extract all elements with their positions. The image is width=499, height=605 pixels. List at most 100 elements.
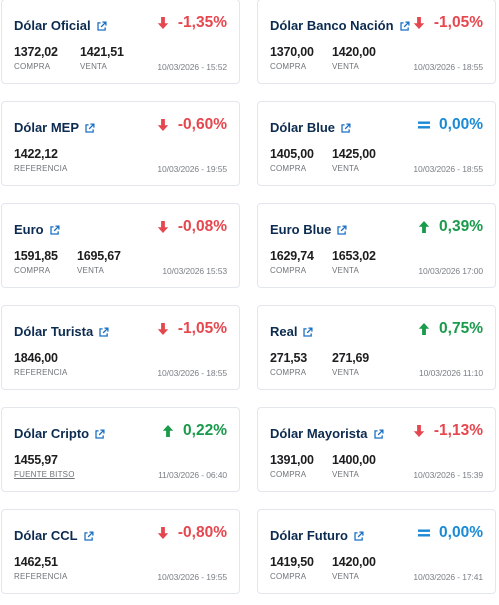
quote-title: Real [270, 324, 298, 339]
quote-card: Dólar Turista -1,05% 1846,00 REFERENCIA 10… [1, 305, 240, 390]
change-indicator: -0,08% [156, 218, 227, 236]
quote-title: Dólar MEP [14, 120, 80, 135]
quote-title-link[interactable]: Dólar MEP [14, 120, 95, 135]
timestamp: 10/03/2026 - 15:52 [157, 62, 227, 72]
quote-title-link[interactable]: Dólar Cripto [14, 426, 105, 441]
quote-label: VENTA [332, 266, 360, 275]
change-indicator: 0,00% [417, 524, 483, 542]
timestamp: 10/03/2026 - 18:55 [413, 62, 483, 72]
quote-title-link[interactable]: Euro [14, 222, 60, 237]
quote-title-link[interactable]: Dólar Turista [14, 324, 109, 339]
external-link-icon[interactable] [336, 224, 347, 235]
quote-value: 1422,12 [14, 147, 58, 161]
quote-title-link[interactable]: Dólar CCL [14, 528, 94, 543]
source-link[interactable]: FUENTE BITSO [14, 470, 75, 479]
quote-title: Dólar Oficial [14, 18, 91, 33]
quote-card: Dólar Cripto 0,22% 1455,97 FUENTE BITSO 11… [1, 407, 240, 492]
quote-title-link[interactable]: Dólar Banco Nación [270, 18, 410, 33]
timestamp: 10/03/2026 - 19:55 [157, 572, 227, 582]
quote-title-link[interactable]: Dólar Blue [270, 120, 351, 135]
quote-label: COMPRA [270, 266, 307, 275]
quote-value: 271,69 [332, 351, 370, 365]
quote-title: Dólar CCL [14, 528, 78, 543]
change-percent: -1,35% [177, 14, 227, 31]
change-indicator: -1,13% [412, 422, 483, 440]
quote-card: Dólar MEP -0,60% 1422,12 REFERENCIA 10/03/… [1, 101, 240, 186]
arrow-down-icon [156, 526, 170, 540]
quote-value: 271,53 [270, 351, 308, 365]
change-indicator: 0,39% [417, 218, 483, 236]
quote-value: 1653,02 [332, 249, 376, 263]
quote-value: 1425,00 [332, 147, 376, 161]
external-link-icon[interactable] [302, 326, 314, 337]
quote-card: Dólar Banco Nación -1,05% 1370,00 COMPRA 1… [257, 0, 496, 84]
quote-title-link[interactable]: Dólar Mayorista [270, 426, 384, 441]
arrow-down-icon [412, 16, 426, 30]
quote-value: 1591,85 [14, 249, 58, 263]
quote-card: Real 0,75% 271,53 COMPRA 271,69 VENTA 10/03/… [257, 305, 496, 390]
quote-title: Euro [14, 222, 44, 237]
quote-label: COMPRA [270, 470, 307, 479]
timestamp: 10/03/2026 - 18:55 [413, 164, 483, 174]
external-link-icon[interactable] [83, 530, 94, 541]
arrow-up-icon [417, 322, 431, 336]
quote-label: VENTA [77, 266, 105, 275]
quote-title: Euro Blue [270, 222, 332, 237]
external-link-icon[interactable] [49, 224, 60, 235]
timestamp: 10/03/2026 17:00 [418, 266, 483, 276]
quote-value: 1462,51 [14, 555, 58, 569]
arrow-down-icon [412, 424, 426, 438]
quote-value: 1629,74 [270, 249, 314, 263]
quote-title: Dólar Banco Nación [270, 18, 394, 33]
quote-value: 1455,97 [14, 453, 58, 467]
timestamp: 10/03/2026 - 18:55 [157, 368, 227, 378]
external-link-icon[interactable] [353, 530, 364, 541]
quote-value: 1419,50 [270, 555, 314, 569]
quote-value: 1695,67 [77, 249, 121, 263]
change-percent: 0,00% [439, 524, 483, 541]
quote-card: Euro -0,08% 1591,85 COMPRA 1695,67 VENTA 10/… [1, 203, 240, 288]
external-link-icon[interactable] [340, 122, 351, 133]
external-link-icon[interactable] [94, 428, 105, 439]
quote-value: 1420,00 [332, 45, 376, 59]
quote-value: 1421,51 [80, 45, 124, 59]
quote-value: 1391,00 [270, 453, 314, 467]
change-indicator: -0,60% [156, 116, 227, 134]
change-percent: -0,80% [177, 524, 227, 541]
quote-label: VENTA [332, 164, 360, 173]
external-link-icon[interactable] [96, 20, 107, 31]
timestamp: 10/03/2026 - 19:55 [157, 164, 227, 174]
quote-card: Euro Blue 0,39% 1629,74 COMPRA 1653,02 VENT… [257, 203, 496, 288]
change-indicator: -1,35% [156, 14, 227, 32]
change-indicator: -0,80% [156, 524, 227, 542]
arrow-down-icon [156, 322, 170, 336]
change-percent: -0,08% [177, 218, 227, 235]
quote-label: REFERENCIA [14, 572, 68, 581]
change-indicator: 0,22% [161, 422, 227, 440]
change-percent: 0,39% [439, 218, 483, 235]
timestamp: 10/03/2026 - 15:39 [413, 470, 483, 480]
change-percent: -1,05% [177, 320, 227, 337]
quote-label: COMPRA [270, 164, 307, 173]
quote-title-link[interactable]: Dólar Futuro [270, 528, 364, 543]
change-indicator: 0,00% [417, 116, 483, 134]
quote-title-link[interactable]: Euro Blue [270, 222, 347, 237]
quote-label: COMPRA [270, 572, 307, 581]
quote-title-link[interactable]: Dólar Oficial [14, 18, 107, 33]
change-percent: -1,05% [433, 14, 483, 31]
quote-label: VENTA [332, 62, 360, 71]
quote-title-link[interactable]: Real [270, 324, 314, 339]
quote-card: Dólar Mayorista -1,13% 1391,00 COMPRA 1400… [257, 407, 496, 492]
timestamp: 11/03/2026 - 06:40 [158, 470, 227, 480]
external-link-icon[interactable] [373, 428, 384, 439]
change-indicator: -1,05% [412, 14, 483, 32]
external-link-icon[interactable] [98, 326, 109, 337]
quote-title: Dólar Cripto [14, 426, 90, 441]
quote-value: 1420,00 [332, 555, 376, 569]
timestamp: 10/03/2026 11:10 [419, 368, 483, 378]
quote-card: Dólar Futuro 0,00% 1419,50 COMPRA 1420,00 V… [257, 509, 496, 594]
change-percent: 0,75% [439, 320, 483, 337]
external-link-icon[interactable] [399, 20, 410, 31]
external-link-icon[interactable] [84, 122, 95, 133]
